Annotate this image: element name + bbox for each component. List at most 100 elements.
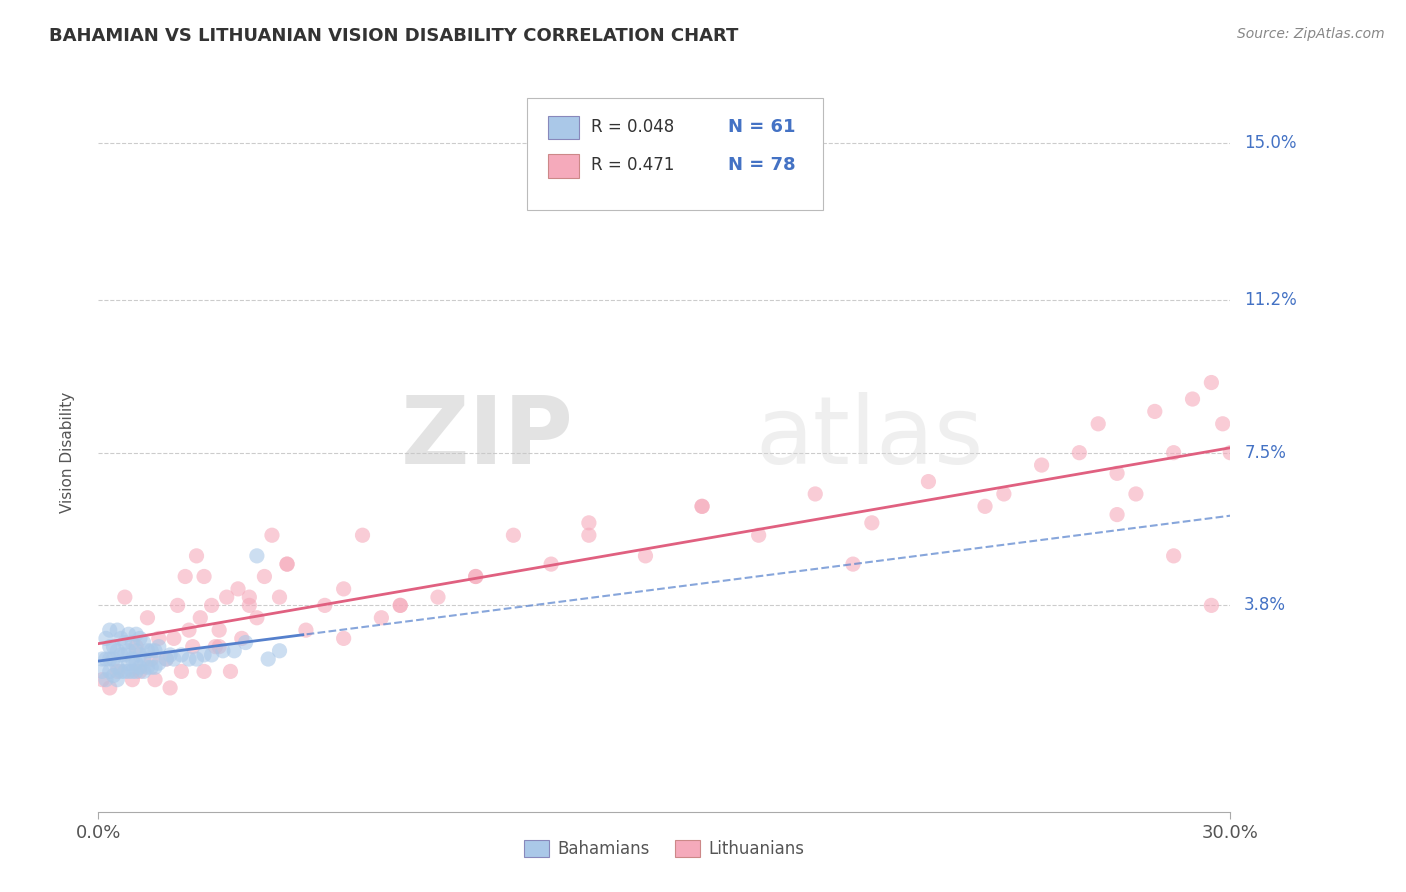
Point: [193, 648, 215, 662]
Point: [464, 569, 486, 583]
Point: [332, 632, 354, 646]
Point: [193, 569, 215, 583]
Point: [917, 475, 939, 489]
Point: [993, 487, 1015, 501]
Point: [246, 611, 269, 625]
Point: [91, 673, 114, 687]
Point: [94, 632, 117, 646]
Point: [208, 623, 231, 637]
Point: [231, 632, 253, 646]
Point: [1219, 446, 1241, 460]
Point: [235, 635, 257, 649]
Point: [177, 623, 200, 637]
Point: [634, 549, 657, 563]
Point: [427, 590, 450, 604]
Point: [114, 665, 136, 679]
Text: BAHAMIAN VS LITHUANIAN VISION DISABILITY CORRELATION CHART: BAHAMIAN VS LITHUANIAN VISION DISABILITY…: [49, 27, 738, 45]
Point: [159, 681, 181, 695]
Point: [1143, 404, 1166, 418]
Point: [352, 528, 374, 542]
Point: [1163, 549, 1185, 563]
Point: [690, 500, 713, 514]
Point: [136, 611, 159, 625]
Point: [690, 500, 713, 514]
Text: R = 0.471: R = 0.471: [591, 156, 673, 174]
Point: [186, 549, 208, 563]
Point: [181, 640, 204, 654]
Point: [91, 665, 114, 679]
Point: [125, 644, 148, 658]
Point: [98, 623, 121, 637]
Point: [110, 632, 132, 646]
Point: [103, 640, 125, 654]
Point: [129, 665, 152, 679]
Point: [143, 673, 166, 687]
Point: [224, 644, 246, 658]
Text: 15.0%: 15.0%: [1244, 134, 1296, 153]
Point: [94, 673, 117, 687]
Point: [1201, 376, 1223, 390]
Point: [212, 644, 235, 658]
Point: [464, 569, 486, 583]
Point: [129, 648, 152, 662]
Point: [105, 660, 128, 674]
Point: [269, 590, 291, 604]
Point: [129, 632, 152, 646]
Point: [170, 665, 193, 679]
Point: [540, 557, 562, 571]
Point: [238, 599, 260, 613]
Point: [132, 635, 155, 649]
Point: [121, 652, 143, 666]
Point: [105, 623, 128, 637]
Point: [804, 487, 827, 501]
Point: [201, 648, 224, 662]
Point: [578, 516, 600, 530]
Point: [201, 599, 224, 613]
Point: [159, 648, 181, 662]
Point: [121, 635, 143, 649]
Point: [186, 652, 208, 666]
Point: [219, 665, 242, 679]
Point: [121, 665, 143, 679]
Point: [91, 652, 114, 666]
Point: [125, 656, 148, 670]
Point: [1201, 599, 1223, 613]
Point: [143, 660, 166, 674]
Text: 3.8%: 3.8%: [1244, 597, 1286, 615]
Point: [163, 632, 186, 646]
Point: [98, 652, 121, 666]
Text: ZIP: ZIP: [401, 392, 574, 484]
Point: [125, 627, 148, 641]
Point: [257, 652, 280, 666]
Point: [1107, 467, 1129, 481]
Point: [94, 652, 117, 666]
Point: [155, 652, 177, 666]
Point: [163, 652, 186, 666]
Point: [253, 569, 276, 583]
Text: N = 61: N = 61: [728, 118, 796, 136]
Point: [110, 665, 132, 679]
Point: [148, 656, 170, 670]
Point: [114, 635, 136, 649]
Point: [389, 599, 412, 613]
Point: [141, 652, 163, 666]
Point: [143, 644, 166, 658]
Point: [226, 582, 249, 596]
Point: [314, 599, 336, 613]
Legend: Bahamians, Lithuanians: Bahamians, Lithuanians: [517, 833, 811, 864]
Point: [238, 590, 260, 604]
Point: [105, 665, 128, 679]
Point: [98, 665, 121, 679]
Point: [295, 623, 318, 637]
Point: [136, 644, 159, 658]
Point: [155, 652, 177, 666]
Text: Source: ZipAtlas.com: Source: ZipAtlas.com: [1237, 27, 1385, 41]
Point: [389, 599, 412, 613]
Point: [117, 656, 139, 670]
Point: [246, 549, 269, 563]
Point: [1069, 446, 1091, 460]
Point: [141, 644, 163, 658]
Point: [1087, 417, 1109, 431]
Point: [121, 673, 143, 687]
Point: [188, 611, 211, 625]
